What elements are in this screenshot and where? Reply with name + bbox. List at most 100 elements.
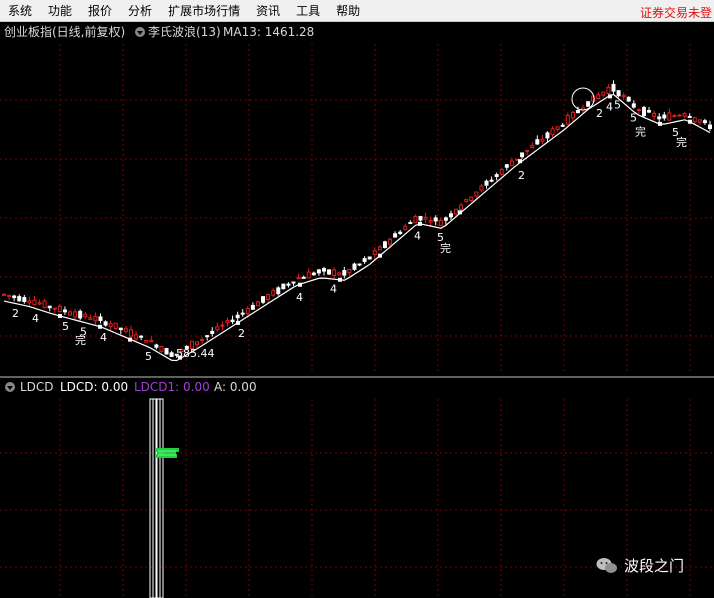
candle-body xyxy=(230,319,235,323)
candle-body xyxy=(525,149,530,152)
menu-item-function[interactable]: 功能 xyxy=(48,4,73,18)
wave-label: 5 xyxy=(145,350,152,363)
candle-body xyxy=(540,138,545,142)
candle-body xyxy=(210,330,215,334)
menu-item-tools[interactable]: 工具 xyxy=(296,4,321,18)
ma-marker xyxy=(236,320,240,325)
candle-body xyxy=(276,287,281,295)
ma-marker xyxy=(178,355,182,360)
ma-marker xyxy=(58,313,62,318)
candle-body xyxy=(225,320,230,324)
wave-label: 4 xyxy=(606,100,613,113)
low-price-label: 585.44 xyxy=(176,347,215,360)
candle-body xyxy=(687,116,692,119)
ma-marker xyxy=(378,253,382,258)
candle-body xyxy=(626,96,631,102)
wave-complete-label: 完 xyxy=(676,135,687,149)
ma-marker xyxy=(298,282,302,287)
candle-body xyxy=(535,139,540,145)
candle-body xyxy=(306,271,311,279)
wechat-icon xyxy=(596,557,618,575)
sub-indicator-name: LDCD xyxy=(20,380,54,394)
wave-label: 4 xyxy=(32,312,39,325)
candle-body xyxy=(327,269,332,275)
ma-marker xyxy=(518,159,522,164)
candle-body xyxy=(499,168,504,175)
ma-marker xyxy=(658,121,662,126)
peak-circle-marker xyxy=(571,87,595,111)
trade-login-status[interactable]: 证券交易未登 xyxy=(639,6,712,20)
candle-body xyxy=(586,101,591,107)
candle-body xyxy=(128,329,133,337)
wave-label: 5 xyxy=(630,111,637,124)
candle-body xyxy=(149,339,154,343)
wave-label: 5 xyxy=(62,320,69,333)
menu-item-extended-market[interactable]: 扩展市场行情 xyxy=(168,4,241,18)
candle-body xyxy=(408,222,413,225)
candle-body xyxy=(388,238,393,245)
candle-body xyxy=(479,185,484,191)
menu-item-quote[interactable]: 报价 xyxy=(88,4,113,18)
candle-body xyxy=(509,160,514,167)
candle-body xyxy=(367,256,372,260)
candle-body xyxy=(616,90,621,97)
menu-item-news[interactable]: 资讯 xyxy=(256,4,281,18)
candle-body xyxy=(337,272,342,276)
a-value: A: 0.00 xyxy=(214,380,257,394)
candle-body xyxy=(174,353,179,356)
candle-body xyxy=(296,277,301,280)
candle-body xyxy=(469,196,474,201)
ma-marker xyxy=(338,277,342,282)
candle-body xyxy=(377,246,382,251)
candle-body xyxy=(108,323,113,328)
ma-marker xyxy=(128,337,132,342)
candle-body xyxy=(78,310,83,319)
candle-body xyxy=(601,91,606,96)
candle-body xyxy=(169,352,174,357)
candle-body xyxy=(7,294,12,297)
candle-body xyxy=(332,269,337,277)
candle-body xyxy=(27,300,32,304)
candle-body xyxy=(433,217,438,222)
candle-body xyxy=(159,346,164,352)
candle-body xyxy=(362,258,367,262)
candle-body xyxy=(139,335,144,338)
wave-label: 2 xyxy=(596,107,603,120)
candle-body xyxy=(555,126,560,130)
candle-body xyxy=(382,241,387,248)
candle-body xyxy=(205,335,210,338)
menu-item-analysis[interactable]: 分析 xyxy=(128,4,153,18)
candle-body xyxy=(22,297,27,302)
watermark: 波段之门 xyxy=(596,555,684,576)
wave-complete-label: 完 xyxy=(75,333,86,347)
candle-body xyxy=(179,349,184,353)
candle-body xyxy=(550,128,555,136)
candle-body xyxy=(641,106,646,117)
sub-indicator-dropdown-icon[interactable] xyxy=(5,382,15,392)
indicator-dropdown-icon[interactable] xyxy=(135,27,145,37)
candle-body xyxy=(281,283,286,290)
candle-body xyxy=(93,315,98,322)
candle-body xyxy=(647,110,652,113)
candle-body xyxy=(443,217,448,221)
candle-body xyxy=(702,120,707,124)
index-title: 创业板指(日线,前复权) xyxy=(4,24,125,39)
candle-body xyxy=(464,198,469,202)
wave-label: 2 xyxy=(518,169,525,182)
candle-body xyxy=(631,103,636,108)
menu-item-help[interactable]: 帮助 xyxy=(336,4,361,18)
candle-body xyxy=(118,327,123,331)
candle-body xyxy=(144,339,149,343)
candle-body xyxy=(12,295,17,299)
candle-body xyxy=(83,313,88,318)
menu-item-system[interactable]: 系统 xyxy=(8,4,33,18)
ma-marker xyxy=(98,324,102,329)
candle-body xyxy=(261,296,266,303)
candle-body xyxy=(570,111,575,119)
candle-body xyxy=(73,311,78,318)
candle-body xyxy=(682,112,687,117)
ma-marker xyxy=(418,221,422,226)
wave-label: 5 xyxy=(437,231,444,244)
ldcd-bars xyxy=(149,398,164,598)
